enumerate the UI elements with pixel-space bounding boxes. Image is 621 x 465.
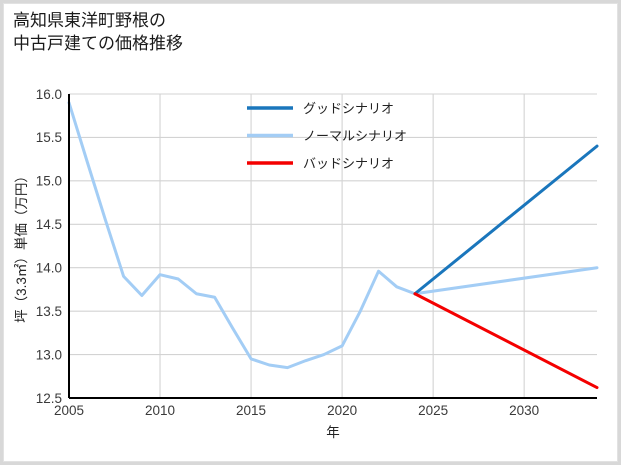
- y-tick-label: 14.0: [36, 261, 62, 276]
- gridlines: [68, 93, 597, 399]
- x-tick-label: 2020: [327, 403, 357, 418]
- plot-area: 12.5 13.0 13.5 14.0 14.5 15.0 15.5 16.0 2005 201…: [4, 4, 619, 463]
- y-tick-label: 14.5: [36, 217, 62, 232]
- y-tick-label: 13.5: [36, 304, 62, 319]
- series-line-normal: [67, 101, 599, 370]
- axis-lines: [68, 94, 597, 399]
- x-tick-label: 2005: [54, 403, 84, 418]
- series-line-bad: [413, 292, 599, 390]
- chart-title-text: 高知県東洋町野根の 中古戸建ての価格推移: [13, 11, 183, 53]
- x-tick-label: 2030: [509, 403, 539, 418]
- x-axis-title: 年: [326, 425, 340, 440]
- y-tick-label: 13.0: [36, 347, 62, 362]
- series-lines: [67, 101, 599, 390]
- legend-label: ノーマルシナリオ: [303, 129, 407, 144]
- y-tick-labels: 12.5 13.0 13.5 14.0 14.5 15.0 15.5 16.0: [36, 87, 62, 406]
- legend-label: バッドシナリオ: [303, 156, 394, 171]
- x-tick-label: 2015: [236, 403, 266, 418]
- y-tick-label: 12.5: [36, 391, 62, 406]
- y-tick-label: 15.0: [36, 174, 62, 189]
- y-tick-label: 15.5: [36, 130, 62, 145]
- legend-label: グッドシナリオ: [303, 101, 394, 116]
- x-tick-label: 2025: [418, 403, 448, 418]
- y-axis-title: 坪（3.3㎡）単価（万円）: [14, 169, 29, 323]
- x-tick-label: 2010: [145, 403, 175, 418]
- y-tick-label: 16.0: [36, 87, 62, 102]
- page-title: 高知県東洋町野根の 中古戸建ての価格推移: [13, 10, 183, 56]
- x-tick-labels: 2005 2010 2015 2020 2025 2030: [54, 403, 539, 418]
- series-line-good: [413, 144, 599, 296]
- chart-figure: 高知県東洋町野根の 中古戸建ての価格推移 12.5 13.0 13.5 14.0 14.…: [3, 3, 618, 462]
- chart-svg: 12.5 13.0 13.5 14.0 14.5 15.0 15.5 16.0 2005 201…: [14, 87, 599, 440]
